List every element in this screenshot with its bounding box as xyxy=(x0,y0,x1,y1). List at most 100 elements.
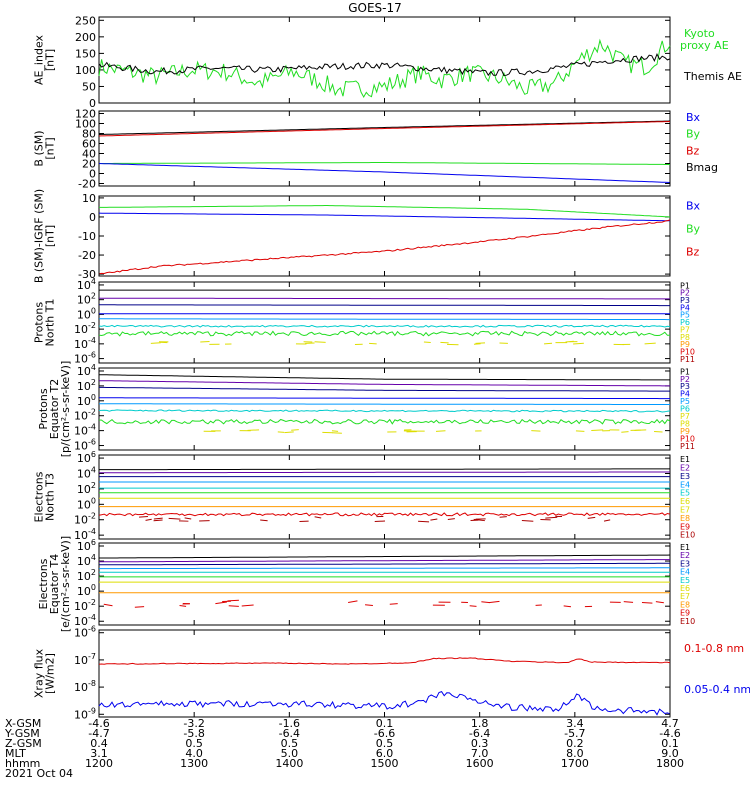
series-ee-E10 xyxy=(624,602,633,603)
series-pn-P8 xyxy=(573,343,584,344)
panel-frame-bigrf xyxy=(99,196,670,276)
ytick-label: 104 xyxy=(77,553,96,568)
series-en-E10 xyxy=(430,519,437,520)
series-pe-P8 xyxy=(332,433,342,434)
series-ee-E10 xyxy=(365,605,373,606)
ytick-label: 106 xyxy=(77,450,96,465)
series-pe-P8 xyxy=(291,430,299,431)
eph-value-hhmm-1200: 1200 xyxy=(85,757,113,770)
ytick-label: 100 xyxy=(75,64,96,77)
series-pn-P8 xyxy=(315,342,326,343)
series-pe-P5 xyxy=(99,404,670,405)
series-pn-P6 xyxy=(99,325,670,327)
series-pn-P8 xyxy=(544,343,552,344)
series-ee-E2 xyxy=(99,560,670,562)
series-ee-E10 xyxy=(227,600,238,601)
series-bsm-Bz xyxy=(99,122,670,137)
series-en-E9 xyxy=(99,513,670,516)
series-en-E1 xyxy=(99,469,670,470)
series-ee-E1 xyxy=(99,555,670,558)
ytick-label: 102 xyxy=(77,292,96,307)
eph-value-hhmm-1600: 1600 xyxy=(466,757,494,770)
ytick-label: 10-6 xyxy=(74,625,96,640)
ytick-label: 100 xyxy=(77,306,96,321)
ylabel-bigrf: [nT] xyxy=(44,225,57,247)
date-label: 2021 Oct 04 xyxy=(5,767,73,780)
series-pe-P6 xyxy=(99,410,670,412)
ytick-label: -10 xyxy=(78,230,96,243)
series-en-E10 xyxy=(315,517,322,518)
legend-bigrf-By: By xyxy=(686,223,701,236)
legend-bsm-Bmag: Bmag xyxy=(686,161,718,174)
series-pn-P8 xyxy=(369,343,377,344)
eph-value-hhmm-1400: 1400 xyxy=(275,757,303,770)
ytick-label: 10-4 xyxy=(74,336,96,351)
ylabel-ee: [e/(cm²-s-sr-keV)] xyxy=(59,536,72,632)
ytick-label: 100 xyxy=(77,496,96,511)
series-en-E2 xyxy=(99,472,670,473)
series-pe-P7 xyxy=(99,420,670,424)
ytick-label: -20 xyxy=(78,178,96,191)
series-en-E10 xyxy=(375,521,385,522)
ytick-label: 10-8 xyxy=(74,679,96,694)
legend-bsm-Bz: Bz xyxy=(686,144,700,157)
eph-value-hhmm-1700: 1700 xyxy=(561,757,589,770)
series-xray-0-1-0-8-nm xyxy=(99,658,670,665)
legend-themis-ae: Themis AE xyxy=(683,70,742,83)
series-en-E10 xyxy=(448,519,455,520)
series-en-E10 xyxy=(588,517,596,518)
series-xray-0-05-0-4-nm xyxy=(99,692,670,715)
series-pe-P8 xyxy=(621,432,628,433)
series-pe-P8 xyxy=(591,430,603,431)
legend-ee-E10: E10 xyxy=(680,617,695,626)
ytick-label: 100 xyxy=(77,583,96,598)
series-pe-P8 xyxy=(436,431,445,432)
series-pn-P8 xyxy=(474,344,481,345)
ylabel-pn: North T1 xyxy=(44,299,57,347)
ytick-label: 10-2 xyxy=(74,321,96,336)
series-pe-P2 xyxy=(99,381,670,386)
ytick-label: 10-4 xyxy=(74,423,96,438)
ylabel-bsm: [nT] xyxy=(44,137,57,159)
panel-frame-ae xyxy=(99,17,670,103)
ytick-label: 102 xyxy=(77,481,96,496)
series-ee-E10 xyxy=(229,606,239,607)
ytick-label: 100 xyxy=(77,393,96,408)
series-en-E10 xyxy=(260,520,267,521)
series-pn-P8 xyxy=(566,341,574,342)
series-pe-P4 xyxy=(99,398,670,399)
series-pn-P8 xyxy=(200,341,209,342)
ytick-label: -20 xyxy=(78,249,96,262)
series-ee-E10 xyxy=(104,604,113,605)
series-ee-E10 xyxy=(135,607,144,608)
series-pe-P1 xyxy=(99,375,670,380)
series-ee-E4 xyxy=(99,568,670,569)
legend-pn-P11: P11 xyxy=(680,355,695,364)
ytick-label: 0 xyxy=(89,211,96,224)
legend-bsm-By: By xyxy=(686,128,701,141)
ytick-label: 104 xyxy=(77,277,96,292)
series-bsm-Bx xyxy=(99,164,670,183)
ylabel-ae: [nT] xyxy=(44,49,57,71)
legend-bigrf-Bz: Bz xyxy=(686,245,700,258)
series-ee-E10 xyxy=(180,605,187,606)
ytick-label: 104 xyxy=(77,363,96,378)
legend-bigrf-Bx: Bx xyxy=(686,200,701,213)
series-en-E10 xyxy=(154,520,163,521)
ylabel-pe: [p/(cm²-s-sr-keV)] xyxy=(59,361,72,458)
series-en-E10 xyxy=(146,519,152,520)
series-en-E10 xyxy=(154,518,163,519)
ytick-label: 102 xyxy=(77,378,96,393)
series-ee-E10 xyxy=(564,606,571,607)
series-pn-P2 xyxy=(99,298,670,299)
series-pn-P8 xyxy=(645,343,656,344)
series-ee-E10 xyxy=(489,601,500,602)
series-pe-P8 xyxy=(284,432,293,433)
ytick-label: 104 xyxy=(77,465,96,480)
ytick-label: 10-2 xyxy=(74,598,96,613)
series-pn-P5 xyxy=(99,319,670,320)
series-ee-E10 xyxy=(242,605,254,606)
eph-value-hhmm-1500: 1500 xyxy=(371,757,399,770)
eph-value-hhmm-1300: 1300 xyxy=(180,757,208,770)
